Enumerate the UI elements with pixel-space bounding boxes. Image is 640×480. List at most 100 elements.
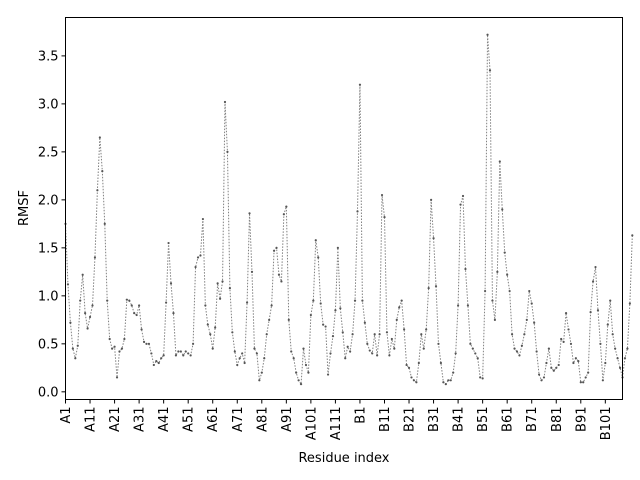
data-point	[361, 299, 364, 302]
data-point	[501, 208, 504, 211]
y-axis-ticks: 0.0 0.5 1.0 1.5 2.0 2.5 3.0 3.5	[38, 49, 66, 400]
data-point	[250, 270, 254, 273]
data-point	[432, 237, 435, 240]
x-tick-label: A71	[231, 407, 246, 432]
series-line	[65, 34, 633, 386]
x-tick-label: A81	[255, 407, 270, 432]
data-point	[417, 361, 420, 365]
x-tick-label: A11	[84, 407, 99, 432]
data-point	[177, 350, 180, 353]
x-tick-label: A41	[157, 407, 172, 432]
data-point	[508, 289, 511, 293]
data-point	[329, 352, 332, 355]
data-point	[395, 318, 398, 321]
data-point	[623, 357, 627, 360]
data-point	[115, 376, 119, 379]
data-point	[209, 333, 212, 336]
data-point	[238, 357, 241, 360]
data-point	[513, 347, 516, 350]
data-point	[201, 217, 205, 221]
x-tick-label: B51	[476, 407, 491, 432]
data-point	[577, 360, 580, 363]
data-point	[147, 342, 151, 345]
data-point	[255, 352, 258, 355]
data-point	[614, 347, 617, 350]
data-point	[172, 312, 175, 315]
data-point	[71, 347, 74, 350]
data-point	[241, 352, 244, 355]
x-tick-label: B31	[427, 407, 442, 432]
data-point	[98, 136, 101, 139]
data-point	[135, 313, 138, 317]
data-point	[285, 205, 288, 208]
data-point	[253, 347, 256, 350]
data-point	[211, 347, 214, 350]
data-point	[275, 246, 278, 249]
data-point	[287, 318, 290, 321]
data-point	[594, 265, 597, 269]
y-tick-label: 1.0	[38, 289, 59, 304]
data-point	[299, 383, 303, 386]
data-point	[452, 371, 455, 374]
data-point	[236, 363, 239, 367]
data-point	[317, 256, 320, 259]
data-point	[96, 189, 99, 192]
data-point	[233, 350, 236, 353]
data-point	[579, 381, 582, 384]
data-point	[196, 256, 200, 259]
data-point	[245, 301, 249, 304]
data-point	[191, 342, 195, 345]
data-point	[228, 287, 231, 290]
x-tick-label: A111	[329, 407, 344, 441]
data-point	[125, 298, 128, 301]
data-point	[518, 354, 521, 357]
data-point	[601, 379, 604, 382]
data-point	[169, 282, 173, 285]
data-point	[616, 357, 619, 360]
data-point	[425, 328, 428, 331]
data-point	[216, 282, 219, 285]
data-point	[373, 333, 376, 336]
data-point	[449, 379, 452, 382]
data-point	[86, 327, 89, 330]
data-point	[405, 363, 408, 367]
data-point	[118, 350, 121, 353]
data-point	[326, 373, 330, 376]
data-point	[591, 280, 595, 283]
data-point	[155, 360, 158, 363]
x-tick-label: B81	[550, 407, 565, 432]
y-tick-label: 3.0	[38, 97, 59, 112]
data-point	[358, 83, 362, 86]
data-point	[356, 210, 359, 213]
data-point	[123, 337, 126, 341]
data-point	[530, 302, 533, 305]
data-point	[66, 283, 70, 286]
data-point	[366, 342, 369, 345]
data-point	[533, 321, 536, 324]
data-point	[290, 350, 293, 353]
data-point	[471, 347, 474, 350]
data-point	[611, 333, 614, 336]
data-point	[221, 280, 224, 283]
data-point	[76, 344, 79, 347]
data-point	[184, 350, 187, 353]
data-point	[258, 379, 261, 382]
data-point	[353, 299, 357, 302]
data-point	[312, 299, 315, 302]
data-point	[545, 361, 548, 365]
data-point	[528, 289, 531, 293]
y-tick-label: 3.5	[38, 49, 59, 64]
x-tick-label: B61	[501, 407, 516, 432]
data-point	[111, 347, 114, 350]
data-point	[503, 251, 506, 254]
data-point	[491, 299, 494, 302]
data-point	[226, 150, 229, 153]
x-tick-label: A51	[182, 407, 197, 432]
x-tick-label: A31	[133, 407, 148, 432]
data-point	[430, 198, 433, 201]
y-axis-label: RMSF	[17, 190, 32, 226]
x-tick-label: A61	[206, 407, 221, 432]
data-point	[295, 371, 298, 374]
data-point	[596, 309, 600, 312]
